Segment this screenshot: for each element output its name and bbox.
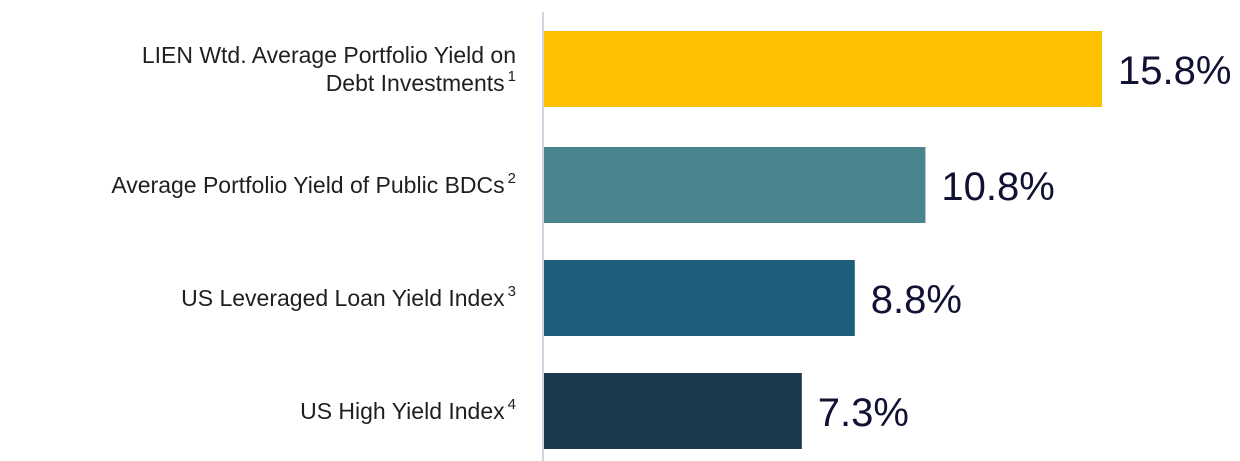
value-labels-group: 15.8% 10.8% 8.8% 7.3% (818, 49, 1232, 435)
footnote-marker-2: 2 (508, 170, 516, 187)
value-label-2: 10.8% (941, 165, 1054, 209)
bar-1 (544, 31, 1102, 107)
value-label-4: 7.3% (818, 391, 909, 435)
category-label-1-line-2: Debt Investments 1 (326, 68, 516, 96)
category-label-2: Average Portfolio Yield of Public BDCs 2 (111, 170, 516, 198)
category-label-4: US High Yield Index 4 (300, 396, 516, 424)
footnote-marker-3: 3 (508, 283, 516, 300)
bars-group (544, 31, 1102, 449)
value-label-1: 15.8% (1118, 49, 1231, 93)
category-labels-group: LIEN Wtd. Average Portfolio Yield onDebt… (111, 42, 516, 424)
bar-2 (544, 147, 926, 223)
category-label-1-line-1: LIEN Wtd. Average Portfolio Yield on (142, 42, 516, 68)
value-label-3: 8.8% (871, 278, 962, 322)
footnote-marker-4: 4 (508, 396, 516, 413)
bar-4 (544, 373, 802, 449)
bar-3 (544, 260, 855, 336)
footnote-marker-1: 1 (508, 68, 516, 85)
category-label-3: US Leveraged Loan Yield Index 3 (181, 283, 516, 311)
